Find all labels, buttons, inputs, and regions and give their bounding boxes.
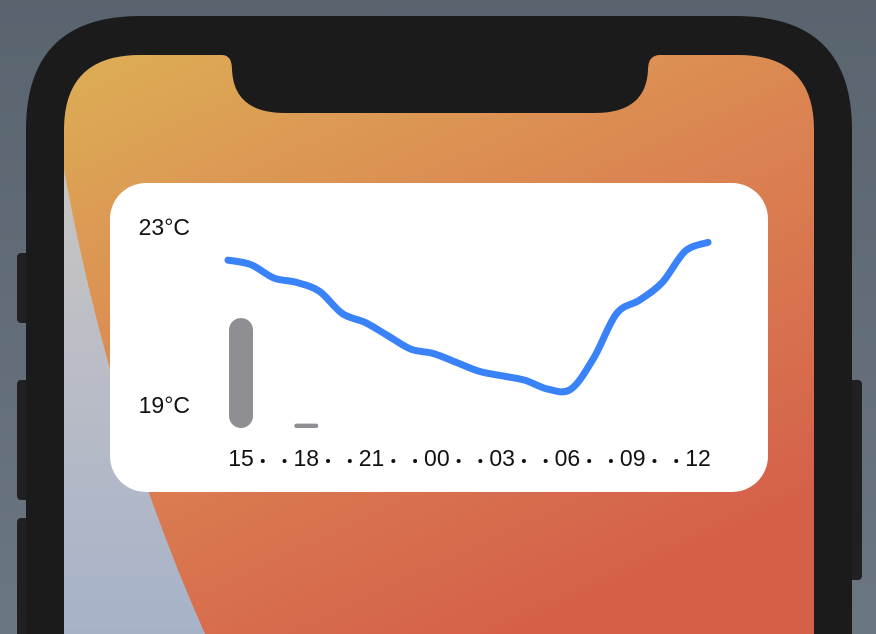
x-tick-label: 18 xyxy=(293,445,319,471)
x-dot xyxy=(326,459,331,463)
x-tick-label: 12 xyxy=(685,445,711,471)
x-dot xyxy=(652,459,657,463)
y-tick-label: 19°C xyxy=(139,392,190,418)
x-tick-label: 06 xyxy=(555,445,581,471)
x-dot xyxy=(478,459,483,463)
x-tick-label: 00 xyxy=(424,445,450,471)
chart: 19°C 23°C 15 18 21 00 03 06 09 12 xyxy=(139,214,712,471)
x-tick-label: 03 xyxy=(489,445,515,471)
x-dot xyxy=(282,459,287,463)
x-tick-label: 09 xyxy=(620,445,646,471)
temperature-line xyxy=(224,238,712,396)
x-dot xyxy=(587,459,592,463)
x-dot xyxy=(347,459,352,463)
y-tick-label: 23°C xyxy=(139,214,190,240)
x-dot xyxy=(413,459,418,463)
x-tick-label: 15 xyxy=(228,445,254,471)
bar xyxy=(294,423,319,428)
x-dot xyxy=(674,459,679,463)
x-dot xyxy=(608,459,613,463)
x-dot xyxy=(521,459,526,463)
widget xyxy=(110,183,768,492)
x-dot xyxy=(391,459,396,463)
x-dot xyxy=(543,459,548,463)
bar xyxy=(229,318,253,428)
x-dot xyxy=(260,459,265,463)
wallpaper-shape xyxy=(64,170,205,634)
x-dot xyxy=(456,459,461,463)
x-tick-label: 21 xyxy=(359,445,385,471)
